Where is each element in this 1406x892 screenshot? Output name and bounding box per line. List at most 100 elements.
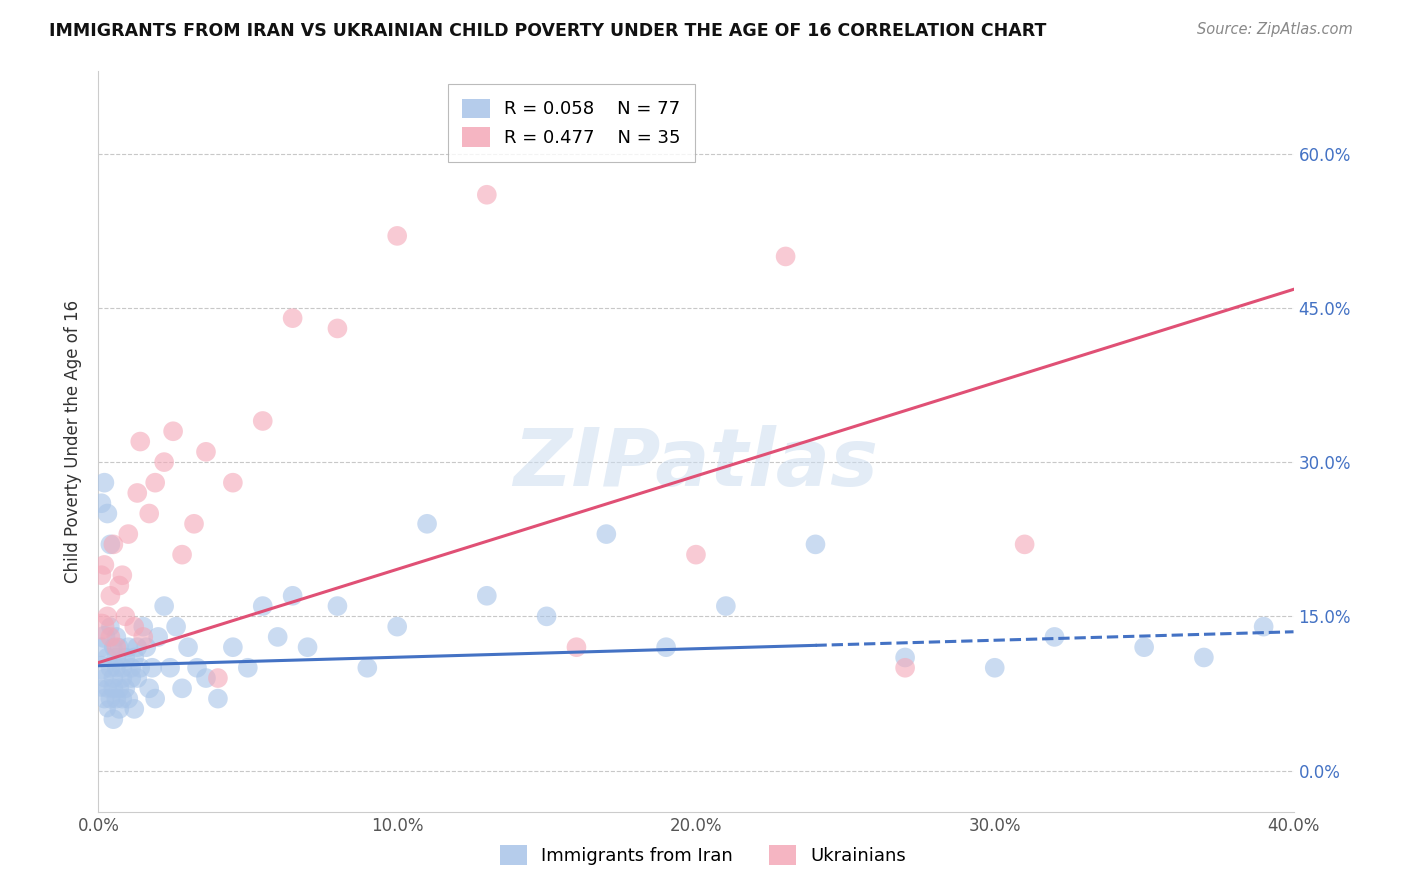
Point (326, 321, 349, 335)
Point (105, 640, 128, 655)
Point (103, 681, 125, 696)
Point (894, 661, 917, 675)
Point (135, 640, 157, 655)
Point (105, 650, 128, 665)
Point (132, 620, 155, 634)
Point (124, 620, 146, 634)
Point (114, 609, 136, 624)
Point (1043, 630, 1066, 644)
Point (252, 414, 274, 428)
Point (120, 671, 142, 685)
Point (93, 630, 115, 644)
Point (90, 496, 112, 510)
Point (103, 537, 125, 551)
Point (183, 516, 205, 531)
Point (141, 661, 163, 675)
Point (207, 691, 229, 706)
Point (159, 661, 181, 675)
Point (98, 537, 122, 551)
Point (475, 589, 498, 603)
Point (117, 640, 139, 655)
Point (96, 507, 118, 521)
Point (172, 548, 194, 562)
Point (108, 578, 131, 592)
Point (117, 527, 139, 541)
Point (195, 671, 218, 685)
Point (1014, 537, 1036, 551)
Point (93, 691, 115, 706)
Point (114, 681, 136, 696)
Point (714, 599, 737, 613)
Text: ZIPatlas: ZIPatlas (513, 425, 879, 503)
Point (111, 568, 134, 582)
Point (186, 661, 208, 675)
Point (105, 661, 128, 675)
Point (236, 661, 259, 675)
Point (267, 630, 290, 644)
Point (111, 661, 134, 675)
Point (385, 620, 409, 634)
Point (565, 640, 588, 655)
Point (103, 640, 125, 655)
Point (153, 599, 176, 613)
Point (98, 589, 122, 603)
Text: IMMIGRANTS FROM IRAN VS UKRAINIAN CHILD POVERTY UNDER THE AGE OF 16 CORRELATION : IMMIGRANTS FROM IRAN VS UKRAINIAN CHILD … (49, 22, 1046, 40)
Point (222, 475, 245, 490)
Point (356, 661, 378, 675)
Point (93, 475, 115, 490)
Point (804, 537, 827, 551)
Point (98, 691, 122, 706)
Point (93, 558, 115, 572)
Point (96, 681, 118, 696)
Point (207, 671, 229, 685)
Point (108, 681, 131, 696)
Point (127, 640, 149, 655)
Point (655, 640, 678, 655)
Point (595, 527, 617, 541)
Point (281, 311, 304, 326)
Point (129, 434, 152, 449)
Point (138, 681, 160, 696)
Point (326, 599, 349, 613)
Point (252, 599, 274, 613)
Point (536, 609, 558, 624)
Point (96, 702, 118, 716)
Point (98, 630, 122, 644)
Point (124, 702, 146, 716)
Point (143, 475, 166, 490)
Point (90, 568, 112, 582)
Point (162, 424, 184, 438)
Point (111, 691, 134, 706)
Point (165, 620, 187, 634)
Point (172, 681, 194, 696)
Point (117, 691, 139, 706)
Point (148, 630, 170, 644)
Point (124, 650, 146, 665)
Point (685, 548, 707, 562)
Point (103, 712, 125, 726)
Y-axis label: Child Poverty Under the Age of 16: Child Poverty Under the Age of 16 (65, 300, 83, 583)
Point (416, 516, 439, 531)
Point (475, 187, 498, 202)
Point (96, 609, 118, 624)
Point (90, 661, 112, 675)
Point (105, 630, 128, 644)
Point (90, 640, 112, 655)
Point (984, 661, 1007, 675)
Point (143, 691, 166, 706)
Point (127, 486, 149, 500)
Point (98, 620, 122, 634)
Point (281, 589, 304, 603)
Point (132, 630, 155, 644)
Legend: Immigrants from Iran, Ukrainians: Immigrants from Iran, Ukrainians (492, 838, 914, 872)
Point (1133, 640, 1156, 655)
Point (138, 507, 160, 521)
Point (222, 640, 245, 655)
Point (297, 640, 319, 655)
Point (114, 650, 136, 665)
Point (105, 691, 128, 706)
Point (120, 661, 142, 675)
Point (93, 671, 115, 685)
Point (98, 661, 122, 675)
Point (129, 661, 152, 675)
